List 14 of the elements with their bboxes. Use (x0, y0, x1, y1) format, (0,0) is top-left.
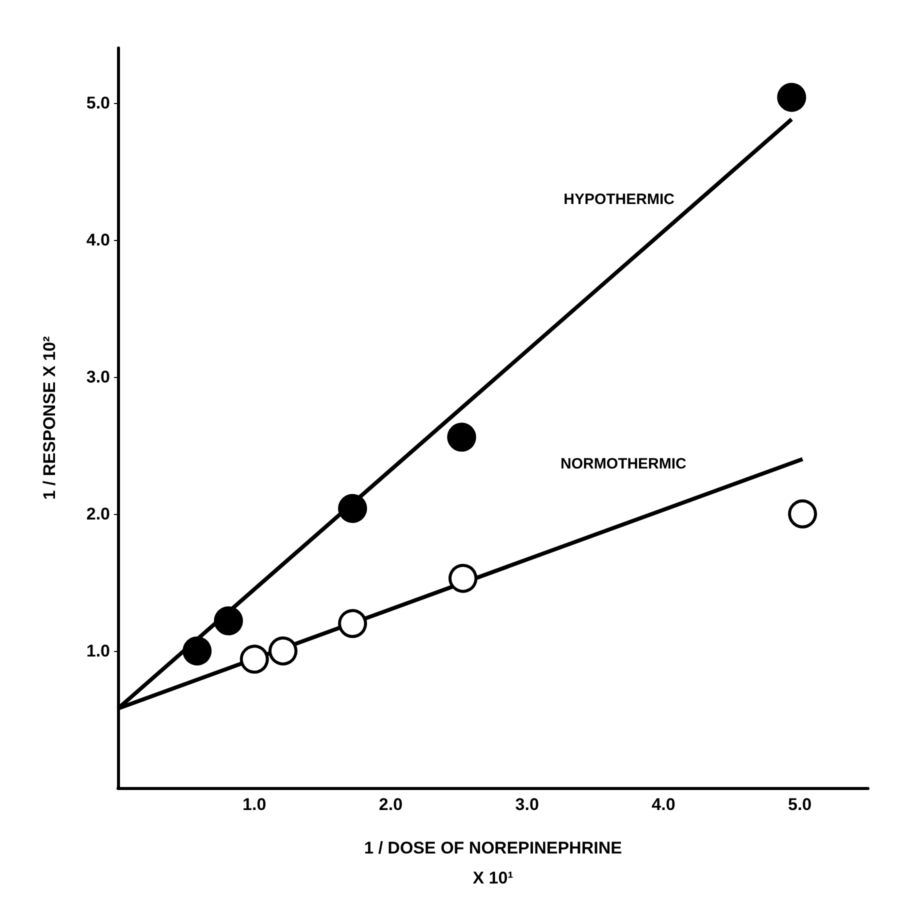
x-tick-label: 1.0 (242, 795, 266, 814)
x-tick-label: 2.0 (378, 795, 403, 814)
y-tick-label: 3.0 (86, 367, 110, 386)
y-tick-label: 2.0 (86, 504, 110, 524)
y-tick-label: 4.0 (86, 230, 110, 250)
x-tick-label: 4.0 (652, 795, 676, 814)
series-label: NORMOTHERMIC (560, 456, 687, 473)
y-tick-label: 5.0 (86, 93, 110, 112)
y-axis-title: 1 / RESPONSE X 10² (40, 336, 59, 500)
y-tick-label: 1.0 (86, 641, 110, 660)
x-tick-label: 5.0 (788, 795, 812, 814)
x-axis-title: 1 / DOSE OF NOREPINEPHRINE X 10¹ (364, 838, 622, 888)
x-tick-label: 3.0 (515, 795, 539, 814)
series-label: HYPOTHERMIC (564, 190, 675, 208)
